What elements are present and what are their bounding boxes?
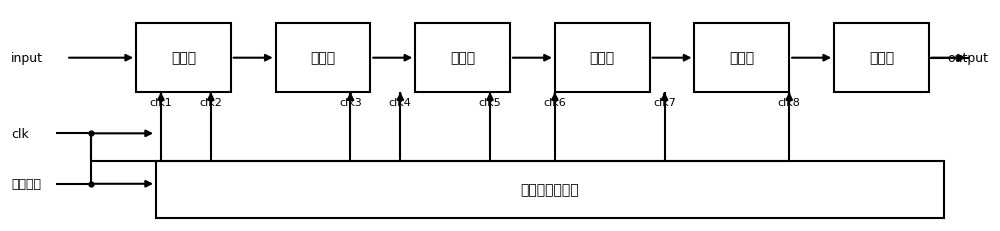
Bar [694, 24, 789, 93]
Text: 编码器: 编码器 [171, 52, 196, 65]
Text: 抽取器: 抽取器 [450, 52, 475, 65]
Bar [555, 24, 650, 93]
Text: input: input [11, 52, 43, 65]
Text: clk2: clk2 [199, 97, 222, 107]
Text: 梳状器: 梳状器 [590, 52, 615, 65]
Bar [834, 24, 929, 93]
Bar [156, 161, 944, 218]
Text: 可编程控制模块: 可编程控制模块 [521, 183, 579, 197]
Bar [415, 24, 510, 93]
Text: 截位器: 截位器 [869, 52, 894, 65]
Bar [136, 24, 231, 93]
Text: clk3: clk3 [339, 97, 362, 107]
Text: clk1: clk1 [150, 97, 172, 107]
Text: clk5: clk5 [479, 97, 501, 107]
Text: 组合器: 组合器 [729, 52, 754, 65]
Text: clk7: clk7 [653, 97, 676, 107]
Text: clk: clk [11, 127, 29, 140]
Text: 积分器: 积分器 [310, 52, 336, 65]
Text: 抽取因子: 抽取因子 [11, 177, 41, 190]
Bar [276, 24, 370, 93]
Text: clk6: clk6 [543, 97, 566, 107]
Text: clk4: clk4 [389, 97, 412, 107]
Text: output: output [948, 52, 989, 65]
Text: clk8: clk8 [778, 97, 801, 107]
